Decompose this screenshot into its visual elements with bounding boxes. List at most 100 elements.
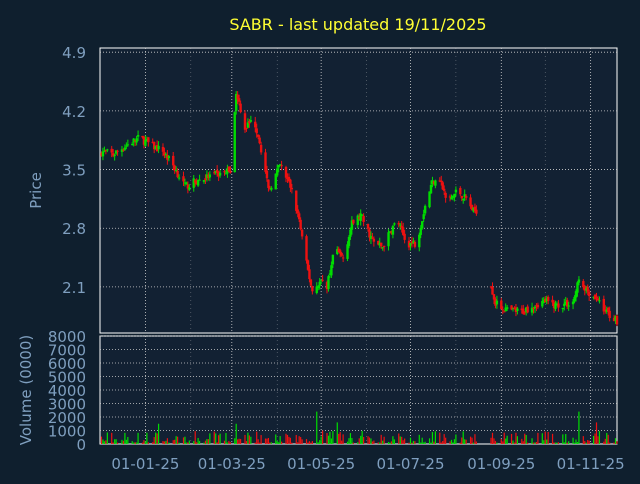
volume-bar xyxy=(248,435,250,444)
candle-body xyxy=(401,227,405,235)
candle-body xyxy=(441,182,444,190)
candle-body xyxy=(287,176,291,182)
candle-body xyxy=(372,238,376,242)
candle-body xyxy=(492,294,496,300)
candle-body xyxy=(520,308,524,311)
candle-body xyxy=(193,180,197,183)
candle-body xyxy=(442,188,446,191)
volume-bar xyxy=(363,436,365,444)
volume-bar xyxy=(616,441,618,444)
candle-body xyxy=(123,147,127,150)
candle-body xyxy=(186,184,190,189)
candle-body xyxy=(511,308,515,310)
volume-bar xyxy=(213,431,215,444)
volume-bar xyxy=(346,441,349,444)
volume-bar xyxy=(281,441,283,444)
x-tick-label: 01-01-25 xyxy=(111,455,179,473)
candle-body xyxy=(223,171,226,173)
volume-bar xyxy=(500,438,502,444)
candle-body xyxy=(429,185,433,194)
candle-body xyxy=(264,152,267,172)
volume-bar xyxy=(461,437,463,444)
volume-bar xyxy=(244,434,246,444)
volume-bar xyxy=(516,436,519,444)
candle-body xyxy=(412,241,415,244)
candle-body xyxy=(157,145,160,150)
candle-body xyxy=(213,172,216,174)
volume-bar xyxy=(194,431,196,444)
candle-body xyxy=(431,180,434,185)
candle-body xyxy=(256,134,260,137)
volume-bar xyxy=(551,433,554,444)
candle-body xyxy=(297,213,301,220)
candle-body xyxy=(356,215,359,226)
volume-bar xyxy=(114,439,116,444)
volume-bar xyxy=(604,438,606,444)
x-tick-label: 01-09-25 xyxy=(467,455,535,473)
volume-y-tick-label: 7000 xyxy=(48,342,86,360)
candle-body xyxy=(116,150,119,152)
volume-bar xyxy=(137,432,139,444)
volume-bar xyxy=(175,436,177,444)
candle-body xyxy=(460,195,463,199)
volume-y-tick-label: 6000 xyxy=(48,355,86,373)
volume-bar xyxy=(311,440,313,444)
volume-bar xyxy=(127,436,129,444)
candle-body xyxy=(501,309,504,311)
candle-body xyxy=(290,187,294,190)
volume-bar xyxy=(512,440,514,444)
candle-body xyxy=(132,138,135,143)
candle-body xyxy=(604,310,607,312)
candle-body xyxy=(338,250,342,254)
candle-body xyxy=(432,181,436,184)
candle-body xyxy=(226,168,229,174)
candle-body xyxy=(249,120,253,122)
volume-bar xyxy=(566,442,568,444)
candle-body xyxy=(163,152,166,156)
volume-bar xyxy=(556,442,558,444)
volume-bar xyxy=(614,438,617,444)
volume-bar xyxy=(223,440,226,444)
candle-body xyxy=(407,240,411,248)
candle-body xyxy=(100,152,103,156)
volume-bar xyxy=(155,432,157,444)
volume-bar xyxy=(185,442,188,444)
candle-body xyxy=(400,225,403,228)
volume-bar xyxy=(184,436,186,444)
candle-body xyxy=(495,300,499,305)
volume-bar xyxy=(235,423,237,444)
candle-body xyxy=(113,155,116,157)
candle-body xyxy=(440,180,443,183)
candle-body xyxy=(564,301,567,304)
volume-bar xyxy=(291,442,293,444)
volume-bar xyxy=(260,435,262,444)
candle-body xyxy=(278,164,282,166)
candle-body xyxy=(614,316,617,322)
volume-bar xyxy=(320,436,322,444)
volume-bar xyxy=(402,440,404,444)
candle-body xyxy=(413,242,417,247)
candle-body xyxy=(472,207,475,212)
volume-bar xyxy=(206,439,208,444)
candle-body xyxy=(533,306,537,309)
candle-body xyxy=(504,307,507,312)
volume-bar xyxy=(515,432,517,444)
candle-body xyxy=(321,279,324,281)
volume-y-tick-label: 1000 xyxy=(48,423,86,441)
volume-bar xyxy=(603,441,605,444)
candle-body xyxy=(598,300,601,302)
volume-bar xyxy=(472,442,475,444)
candle-body xyxy=(523,312,526,314)
volume-bar xyxy=(380,434,382,444)
volume-bar xyxy=(595,422,598,444)
candle-body xyxy=(280,165,283,167)
volume-bar xyxy=(370,438,372,444)
volume-bar xyxy=(494,440,497,444)
candle-body xyxy=(393,223,396,225)
candle-body xyxy=(422,214,425,220)
volume-bar xyxy=(326,433,328,444)
volume-bar xyxy=(524,433,526,444)
